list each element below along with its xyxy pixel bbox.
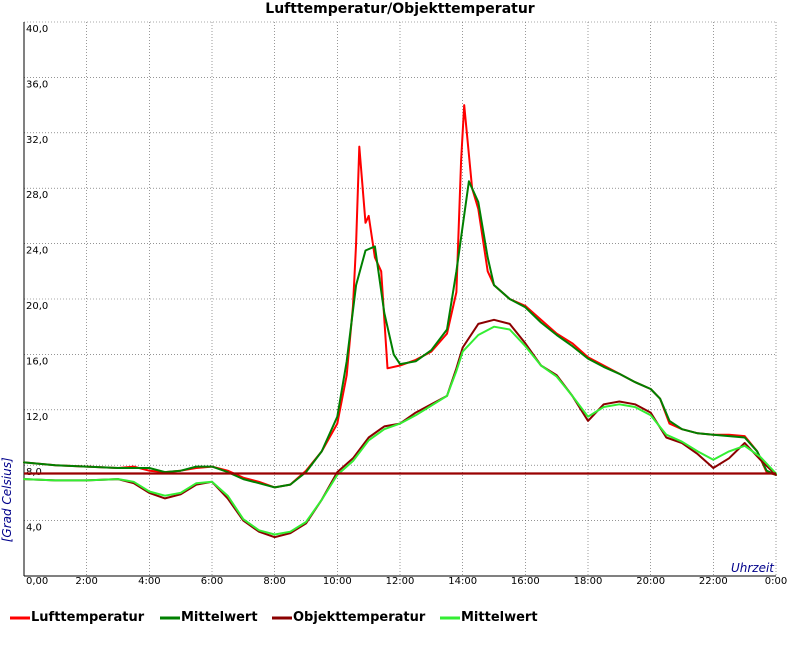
legend-label-3: Objekttemperatur [293,610,426,625]
axes [23,22,776,577]
series-line-2 [23,180,777,489]
x-tick-label: 12:00 [386,576,415,587]
x-tick-label: 8:00 [263,576,285,587]
x-tick-label: 6:00 [201,576,223,587]
y-tick-label: 4,0 [26,523,42,534]
legend-label-4: Mittelwert [461,610,538,625]
legend-label-1: Lufttemperatur [31,610,145,625]
series-line-4 [23,325,777,536]
y-tick-label: 28,0 [26,190,48,201]
x-tick-label: 22:00 [699,576,728,587]
y-tick-label: 20,0 [26,301,48,312]
y-axis-label: [Grad Celsius] [0,457,14,542]
grid [24,21,777,576]
x-tick-label: 4:00 [138,576,160,587]
y-tick-labels: 4,08,012,016,020,024,028,032,036,040,0 [26,24,48,534]
x-tick-label: 18:00 [574,576,603,587]
y-tick-label: 16,0 [26,356,48,367]
x-tick-label: 20:00 [636,576,665,587]
x-tick-label: 16:00 [511,576,540,587]
y-tick-label: 40,0 [26,24,48,35]
y-tick-label: 12,0 [26,412,48,423]
x-tick-label: 14:00 [448,576,477,587]
x-axis-label: Uhrzeit [731,561,775,575]
y-tick-label: 36,0 [26,79,48,90]
series-layer [23,104,777,539]
x-tick-label: 2:00 [75,576,97,587]
y-tick-label: 24,0 [26,246,48,257]
chart-title: Lufttemperatur/Objekttemperatur [265,1,535,17]
x-tick-label: 10:00 [323,576,352,587]
x-tick-labels: 0,00 2:00 4:00 6:00 8:00 10:00 12:00 14:00 16:00… [26,576,787,587]
legend-label-2: Mittelwert [181,610,258,625]
y-tick-label: 32,0 [26,135,48,146]
x-tick-label: 0:00 [765,576,787,587]
x-tick-label: 0,00 [26,576,48,587]
legend: Lufttemperatur Mittelwert Objekttemperatur… [10,610,538,625]
